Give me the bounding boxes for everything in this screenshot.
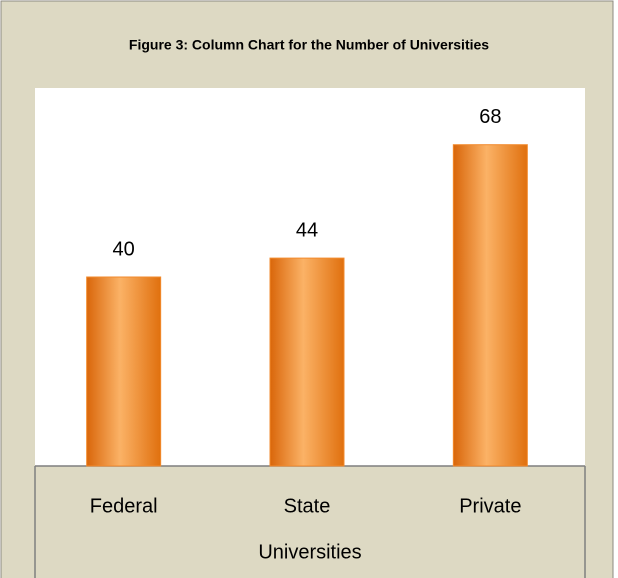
data-label: 44	[296, 219, 318, 241]
bar	[86, 276, 162, 467]
data-label: 40	[113, 238, 135, 260]
data-label: 68	[479, 106, 501, 128]
bar	[452, 144, 528, 467]
x-tick-label: State	[284, 495, 331, 517]
bar	[269, 257, 345, 467]
chart-title: Figure 3: Column Chart for the Number of…	[129, 37, 489, 53]
x-tick-label: Private	[459, 495, 521, 517]
x-axis-label: Universities	[258, 541, 361, 563]
x-tick-label: Federal	[90, 495, 158, 517]
